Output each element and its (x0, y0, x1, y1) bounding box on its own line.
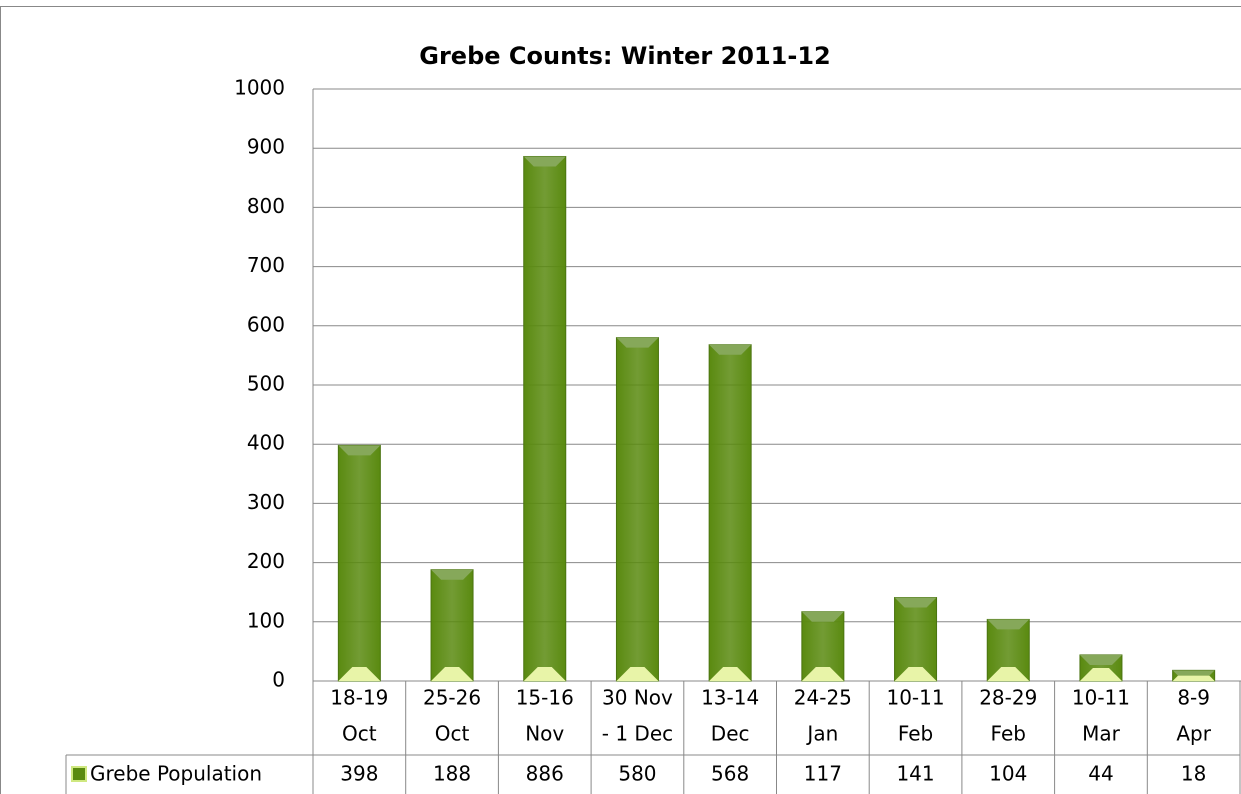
x-tick-label: 18-19 (330, 686, 388, 710)
y-tick-label: 200 (247, 549, 285, 573)
bar-bevel-top (1172, 670, 1215, 676)
y-tick-label: 300 (247, 490, 285, 514)
bar (430, 569, 474, 682)
x-tick-label: Feb (991, 722, 1026, 746)
bar-bevel-bottom (894, 667, 937, 681)
bar-bevel-bottom (523, 667, 566, 681)
bar (708, 344, 752, 682)
x-tick-label: 30 Nov (602, 686, 673, 710)
bar-bevel-bottom (987, 667, 1030, 681)
x-tick-label: Nov (525, 722, 564, 746)
y-tick-label: 800 (247, 194, 285, 218)
x-tick-label: 8-9 (1177, 686, 1210, 710)
x-tick-label: 28-29 (979, 686, 1037, 710)
bar-bevel-bottom (801, 667, 844, 681)
bar-bevel-bottom (1172, 675, 1215, 681)
bar (523, 155, 567, 682)
legend-key (71, 766, 87, 782)
bar-bevel-top (801, 611, 844, 622)
table-value: 141 (896, 762, 934, 786)
y-tick-label: 500 (247, 372, 285, 396)
x-tick-label: Oct (435, 722, 470, 746)
y-tick-label: 600 (247, 312, 285, 336)
y-tick-label: 0 (272, 668, 285, 692)
table-value: 188 (433, 762, 471, 786)
x-tick-label: Feb (898, 722, 933, 746)
bar-bevel-bottom (338, 667, 381, 681)
table-value: 18 (1181, 762, 1206, 786)
x-tick-label: 15-16 (516, 686, 574, 710)
x-tick-label: Oct (342, 722, 377, 746)
bar-bevel-top (431, 569, 474, 580)
x-tick-label: Mar (1082, 722, 1121, 746)
legend-label: Grebe Population (90, 762, 262, 786)
bar-bevel-bottom (616, 667, 659, 681)
table-value: 568 (711, 762, 749, 786)
x-tick-label: 10-11 (886, 686, 944, 710)
x-tick-label: - 1 Dec (602, 722, 673, 746)
bar-bevel-top (1079, 654, 1122, 665)
bar-bevel-top (894, 597, 937, 608)
bar-bevel-top (523, 156, 566, 167)
y-tick-label: 700 (247, 253, 285, 277)
y-tick-label: 400 (247, 431, 285, 455)
x-tick-label: 24-25 (794, 686, 852, 710)
table-value: 117 (804, 762, 842, 786)
bar (337, 444, 381, 682)
bar-bevel-bottom (709, 667, 752, 681)
x-tick-label: Apr (1176, 722, 1211, 746)
x-tick-label: 10-11 (1072, 686, 1130, 710)
bar-bevel-top (987, 619, 1030, 630)
y-tick-label: 900 (247, 135, 285, 159)
table-value: 886 (526, 762, 564, 786)
x-tick-label: 25-26 (423, 686, 481, 710)
x-tick-label: Dec (711, 722, 750, 746)
bar-bevel-bottom (431, 667, 474, 681)
table-value: 104 (989, 762, 1027, 786)
bar-bevel-top (338, 445, 381, 456)
x-tick-label: Jan (805, 722, 838, 746)
table-value: 580 (618, 762, 656, 786)
y-tick-label: 1000 (234, 76, 285, 100)
bar-bevel-top (709, 344, 752, 355)
y-tick-label: 100 (247, 608, 285, 632)
chart-title: Grebe Counts: Winter 2011-12 (419, 42, 831, 70)
x-tick-label: 13-14 (701, 686, 759, 710)
chart-frame (0, 6, 1241, 794)
bar-bevel-bottom (1079, 667, 1122, 681)
bar (615, 337, 659, 682)
table-value: 398 (340, 762, 378, 786)
table-value: 44 (1088, 762, 1113, 786)
bar-bevel-top (616, 337, 659, 348)
